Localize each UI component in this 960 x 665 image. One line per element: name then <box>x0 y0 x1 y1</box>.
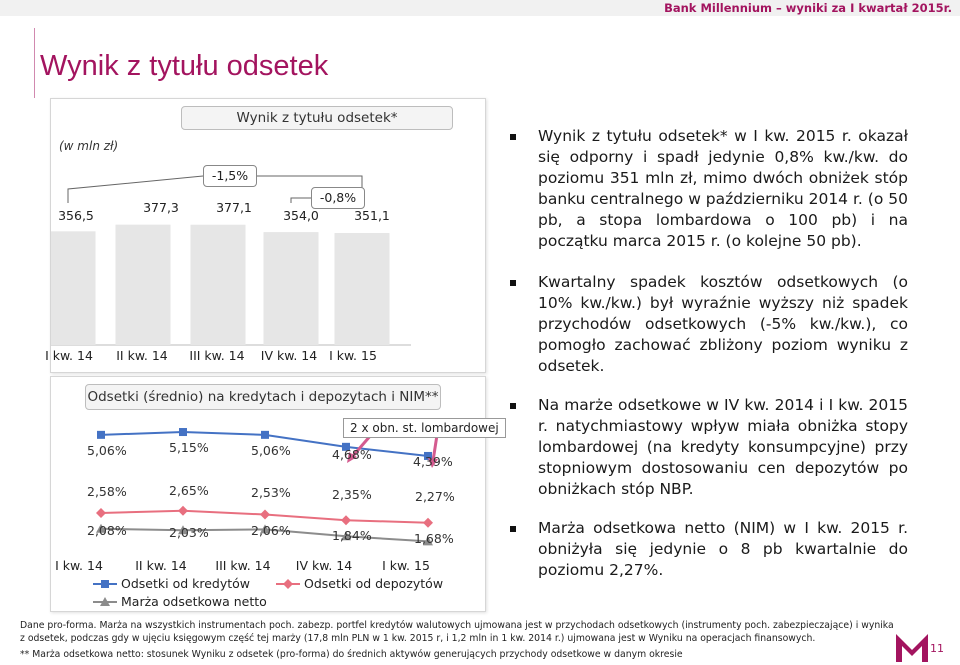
deposits-point <box>260 509 270 520</box>
bottom-chart-title: Odsetki (średnio) na kredytach i depozyt… <box>85 384 441 410</box>
net-interest-income-panel: (w mln zł) Wynik z tytułu odsetek* 356,5… <box>45 98 486 373</box>
bar-value-label: 354,0 <box>283 208 319 223</box>
legend-deposits-swatch <box>276 578 300 589</box>
deposits-value-label: 2,27% <box>415 489 455 504</box>
loans-point <box>97 430 105 439</box>
legend-loans-swatch <box>93 579 117 588</box>
income-bar <box>263 232 319 345</box>
loans-value-label: 4,68% <box>332 447 372 462</box>
bar-value-label: 351,1 <box>354 208 390 223</box>
interest-rates-chart <box>96 428 439 546</box>
deposits-point <box>96 507 106 518</box>
bullet-text: Kwartalny spadek kosztów odsetkowych (o … <box>538 273 908 375</box>
bullet-square-icon <box>510 280 516 286</box>
loans-value-label: 5,06% <box>87 443 127 458</box>
bar-value-label: 377,1 <box>216 200 252 215</box>
nim-value-label: 2,08% <box>87 523 127 538</box>
x-axis-label: IV kw. 14 <box>260 348 318 363</box>
interest-rates-panel: Odsetki (średnio) na kredytach i depozyt… <box>50 376 506 612</box>
page-title: Wynik z tytułu odsetek <box>40 50 329 82</box>
income-bar <box>334 233 390 345</box>
nim-point <box>341 531 351 541</box>
change-connector <box>290 197 311 203</box>
x-axis-label: III kw. 14 <box>215 558 271 573</box>
bar-value-label: 377,3 <box>143 200 179 215</box>
loans-value-label: 4,39% <box>413 454 453 469</box>
legend-nim: Marża odsetkowa netto <box>93 594 267 609</box>
bank-millennium-logo-icon <box>893 628 931 664</box>
income-bar <box>51 231 96 345</box>
callout-arrowhead <box>347 452 357 463</box>
title-divider <box>34 28 35 98</box>
nim-point <box>423 536 433 546</box>
footnote-nim-definition: ** Marża odsetkowa netto: stosunek Wynik… <box>20 649 683 660</box>
deposits-value-label: 2,35% <box>332 487 372 502</box>
legend-deposits-label: Odsetki od depozytów <box>304 576 444 591</box>
deposits-point <box>341 515 351 526</box>
bar-value-label: 356,5 <box>58 208 94 223</box>
deposits-value-label: 2,65% <box>169 483 209 498</box>
loans-point <box>342 442 350 451</box>
change-badge-qoq: -0,8% <box>311 187 365 209</box>
bullet-square-icon <box>510 403 516 409</box>
legend-loans: Odsetki od kredytów <box>93 576 250 591</box>
nim-point <box>260 524 270 534</box>
header-note: Bank Millennium – wyniki za I kwartał 20… <box>664 1 952 15</box>
x-axis-label: II kw. 14 <box>116 348 168 363</box>
bullet-text: Marża odsetkowa netto (NIM) w I kw. 2015… <box>538 519 908 579</box>
x-axis-label: I kw. 14 <box>45 348 93 363</box>
callout-arrowhead <box>428 458 438 468</box>
rate-cut-callout: 2 x obn. st. lombardowej <box>343 418 506 438</box>
x-axis-label: III kw. 14 <box>189 348 245 363</box>
bullet-item: Na marże odsetkowe w IV kw. 2014 i I kw.… <box>510 395 908 500</box>
change-badge-yoy: -1,5% <box>203 165 257 187</box>
x-axis-label: I kw. 15 <box>329 348 377 363</box>
legend-nim-swatch <box>93 596 117 606</box>
nim-point <box>96 523 106 533</box>
nim-value-label: 1,84% <box>332 528 372 543</box>
bullet-text: Wynik z tytułu odsetek* w I kw. 2015 r. … <box>538 127 908 250</box>
bullet-item: Marża odsetkowa netto (NIM) w I kw. 2015… <box>510 518 908 581</box>
loans-point <box>261 430 269 439</box>
loans-point <box>179 428 187 437</box>
bullet-square-icon <box>510 526 516 532</box>
deposits-value-label: 2,58% <box>87 484 127 499</box>
deposits-value-label: 2,53% <box>251 485 291 500</box>
change-connector <box>257 175 363 191</box>
bullet-text: Na marże odsetkowe w IV kw. 2014 i I kw.… <box>538 396 908 498</box>
nim-value-label: 2,03% <box>169 525 209 540</box>
legend-deposits: Odsetki od depozytów <box>276 576 443 591</box>
nim-value-label: 2,06% <box>251 523 291 538</box>
deposits-point <box>423 517 433 528</box>
loans-value-label: 5,15% <box>169 440 209 455</box>
footnote-data-note: Dane pro-forma. Marża na wszystkich inst… <box>20 620 894 644</box>
x-axis-label: I kw. 14 <box>55 558 103 573</box>
legend-loans-label: Odsetki od kredytów <box>121 576 251 591</box>
income-bar <box>115 224 171 345</box>
bullet-item: Kwartalny spadek kosztów odsetkowych (o … <box>510 272 908 377</box>
loans-value-label: 5,06% <box>251 443 291 458</box>
x-axis-label: II kw. 14 <box>135 558 187 573</box>
legend-nim-label: Marża odsetkowa netto <box>121 594 267 609</box>
net-interest-income-chart <box>51 175 411 346</box>
nim-value-label: 1,68% <box>414 531 454 546</box>
callout-arrow <box>431 434 439 462</box>
page-number: 11 <box>930 642 944 655</box>
top-bar <box>0 0 960 16</box>
income-bar <box>190 224 246 345</box>
callout-arrow <box>350 434 373 458</box>
change-connector <box>67 175 204 203</box>
x-axis-label: IV kw. 14 <box>295 558 353 573</box>
loans-point <box>424 451 432 460</box>
bullet-item: Wynik z tytułu odsetek* w I kw. 2015 r. … <box>510 126 908 252</box>
nim-point <box>178 525 188 535</box>
x-axis-label: I kw. 15 <box>382 558 430 573</box>
unit-label: (w mln zł) <box>59 139 119 153</box>
deposits-point <box>178 505 188 516</box>
top-chart-title: Wynik z tytułu odsetek* <box>181 106 453 130</box>
bullet-square-icon <box>510 134 516 140</box>
